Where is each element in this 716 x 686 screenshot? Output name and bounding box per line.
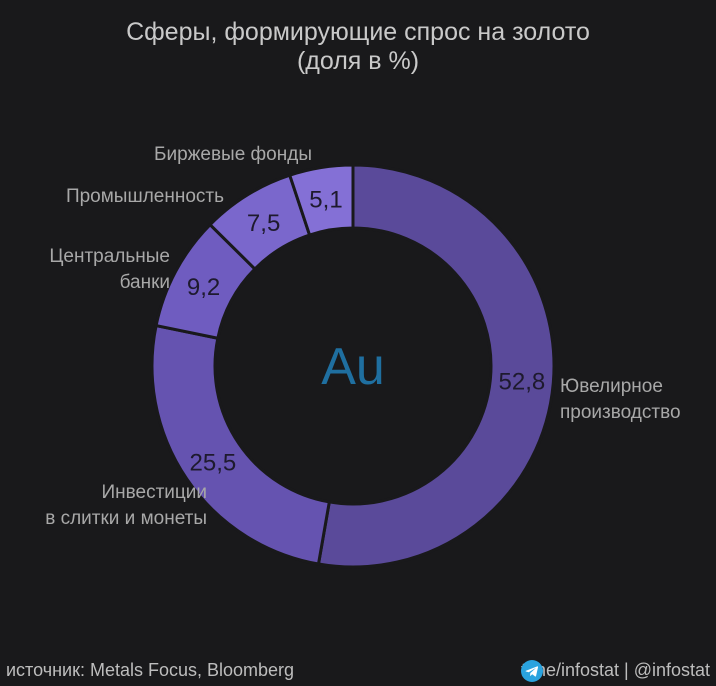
slice-category-label: Центральные: [49, 246, 170, 267]
telegram-icon: [520, 660, 543, 682]
slice-value-label: 25,5: [190, 449, 237, 476]
slice-category-label: Биржевые фонды: [154, 144, 312, 165]
chart-title-block: Сферы, формирующие спрос на золото (доля…: [0, 18, 716, 76]
chart-subtitle: (доля в %): [296, 47, 420, 75]
center-label: Au: [321, 338, 385, 396]
slice-value-label: 5,1: [309, 187, 342, 214]
slice-value-label: 9,2: [187, 274, 220, 301]
source-note: источник: Metals Focus, Bloomberg: [6, 660, 295, 680]
slice-value-label: 7,5: [247, 210, 280, 237]
donut-slice: [150, 323, 332, 566]
slice-category-label: производство: [560, 402, 681, 423]
channel-text: t.me/infostat | @infostat: [520, 660, 710, 680]
donut-slice: [316, 163, 556, 569]
channel-credit[interactable]: t.me/infostat | @infostat: [520, 660, 710, 682]
slice-value-label: 52,8: [499, 369, 546, 396]
slice-category-label: Инвестиции: [101, 482, 207, 503]
slice-category-label: в слитки и монеты: [45, 508, 207, 529]
chart-title: Сферы, формирующие спрос на золото: [126, 18, 590, 46]
slice-category-label: Ювелирное: [560, 376, 663, 397]
slice-category-label: Промышленность: [66, 186, 224, 207]
donut-slice: [287, 163, 355, 237]
slice-category-label: банки: [120, 272, 170, 293]
